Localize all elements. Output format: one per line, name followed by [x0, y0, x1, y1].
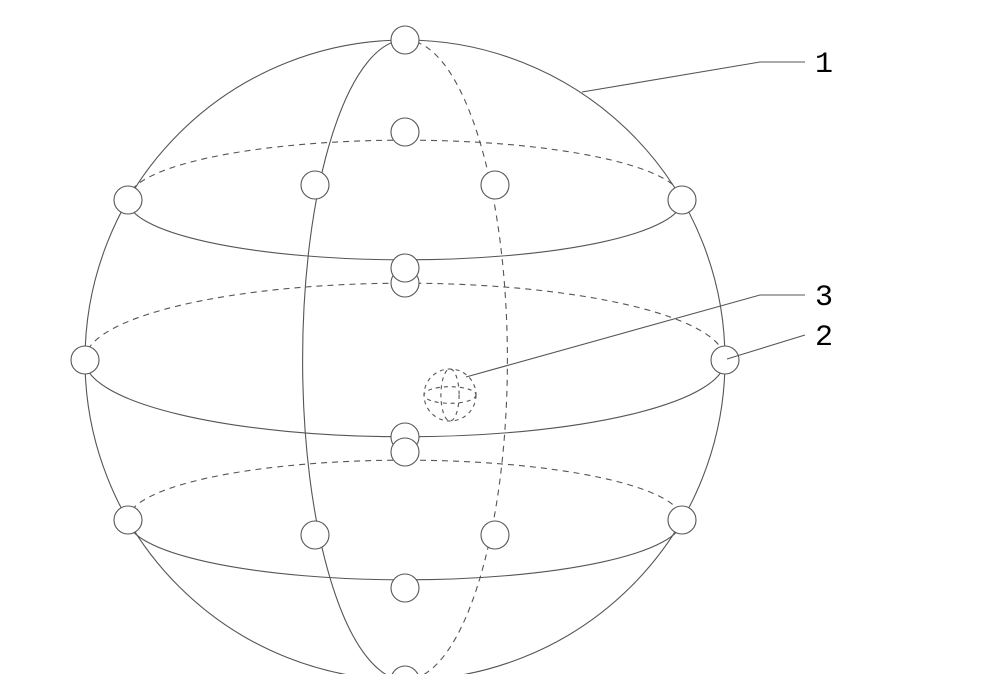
- node-upper_front: [391, 254, 419, 282]
- node-long_lower_l: [301, 521, 329, 549]
- node-lower_front: [391, 574, 419, 602]
- leader-3: [466, 295, 805, 377]
- node-top: [391, 26, 419, 54]
- node-eq_right: [711, 346, 739, 374]
- node-upper_back: [391, 118, 419, 146]
- node-lower_left: [114, 506, 142, 534]
- node-bottom: [391, 666, 419, 674]
- leader-2: [727, 335, 805, 359]
- node-long_lower_r: [481, 521, 509, 549]
- node-upper_left: [114, 186, 142, 214]
- label-3: 3: [815, 281, 833, 315]
- inner-sphere-equator: [424, 387, 476, 404]
- upper-latitude-front: [128, 200, 682, 260]
- leader-1: [582, 62, 805, 92]
- node-long_upper_l: [301, 171, 329, 199]
- inner-sphere-meridian: [441, 369, 459, 421]
- node-lower_back: [391, 438, 419, 466]
- lower-latitude-back: [128, 460, 682, 520]
- lower-latitude-front: [128, 520, 682, 580]
- label-1: 1: [815, 48, 833, 82]
- node-upper_right: [668, 186, 696, 214]
- upper-latitude-back: [128, 140, 682, 200]
- node-lower_right: [668, 506, 696, 534]
- node-eq_left: [71, 346, 99, 374]
- label-2: 2: [815, 321, 833, 355]
- node-long_upper_r: [481, 171, 509, 199]
